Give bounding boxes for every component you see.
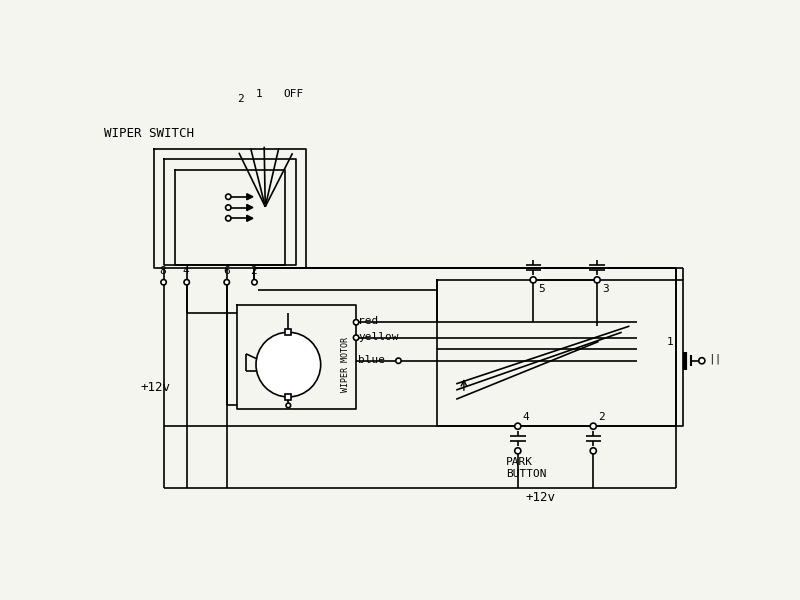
Text: OFF: OFF	[283, 89, 303, 99]
Circle shape	[354, 335, 358, 340]
Text: 4: 4	[183, 266, 190, 276]
Circle shape	[184, 280, 190, 285]
Circle shape	[224, 280, 230, 285]
Text: +12v: +12v	[141, 381, 170, 394]
Bar	[286, 329, 291, 335]
Circle shape	[396, 358, 401, 364]
Text: 3: 3	[602, 284, 609, 294]
Circle shape	[590, 423, 596, 429]
Polygon shape	[246, 205, 253, 211]
Circle shape	[226, 205, 231, 210]
Text: 5: 5	[538, 284, 545, 294]
Text: 2: 2	[250, 266, 258, 276]
Circle shape	[286, 403, 290, 408]
Text: WIPER SWITCH: WIPER SWITCH	[103, 127, 194, 140]
Circle shape	[514, 423, 521, 429]
Text: 6: 6	[223, 266, 230, 276]
Text: 1: 1	[256, 89, 262, 99]
Circle shape	[354, 320, 358, 325]
Text: blue: blue	[358, 355, 386, 365]
Polygon shape	[246, 194, 253, 200]
Text: ||: ||	[708, 354, 722, 364]
Text: 1: 1	[666, 337, 673, 347]
Circle shape	[256, 332, 321, 397]
Text: 8: 8	[160, 266, 166, 276]
Text: 2: 2	[238, 94, 244, 104]
Circle shape	[226, 215, 231, 221]
Bar	[286, 394, 291, 400]
Text: 4: 4	[522, 412, 529, 422]
Text: WIPER MOTOR: WIPER MOTOR	[341, 337, 350, 392]
Circle shape	[226, 194, 231, 199]
Circle shape	[698, 358, 705, 364]
Circle shape	[530, 277, 536, 283]
Circle shape	[252, 280, 257, 285]
Text: 2: 2	[598, 412, 605, 422]
Circle shape	[514, 448, 521, 454]
Circle shape	[594, 277, 600, 283]
Text: +12v: +12v	[526, 491, 555, 504]
Circle shape	[590, 448, 596, 454]
Circle shape	[161, 280, 166, 285]
Polygon shape	[246, 215, 253, 221]
Text: red: red	[358, 316, 378, 326]
Text: PARK
BUTTON: PARK BUTTON	[506, 457, 546, 479]
Text: yellow: yellow	[358, 332, 399, 342]
